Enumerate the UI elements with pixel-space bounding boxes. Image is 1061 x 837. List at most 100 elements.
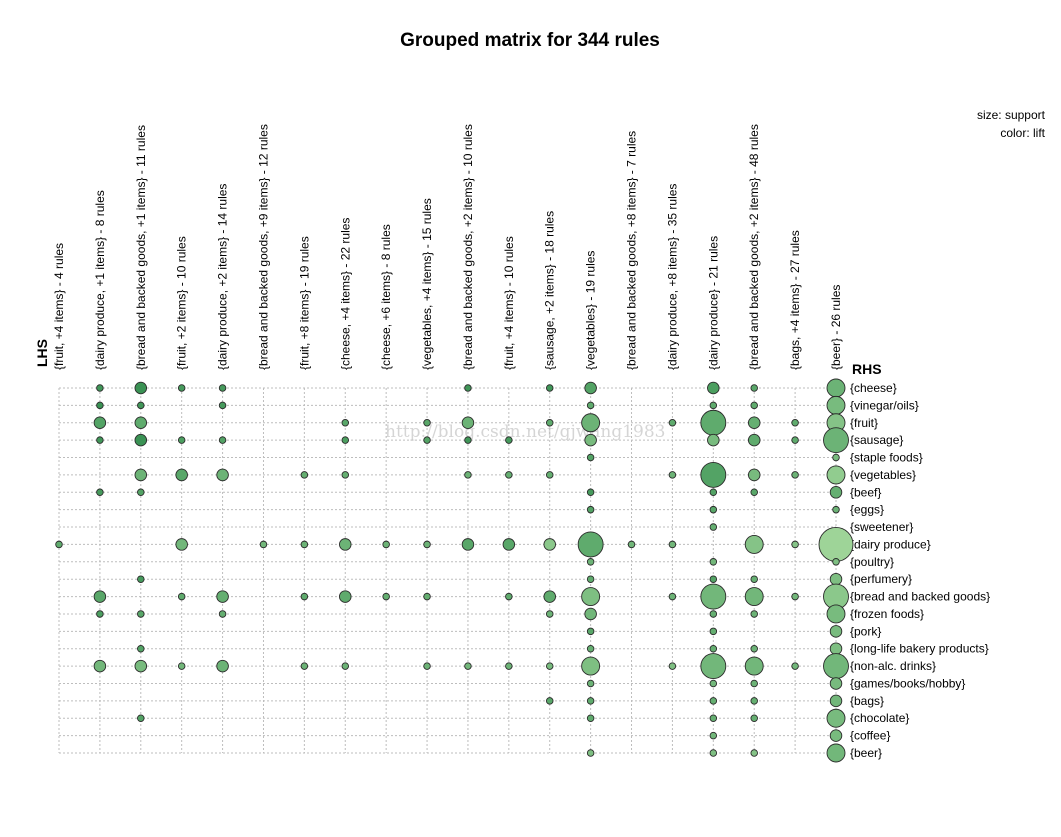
rule-bubble xyxy=(259,540,268,549)
rule-bubble xyxy=(339,538,352,551)
rule-bubble xyxy=(137,401,145,410)
lhs-group-label: {bread and backed goods, +9 items} - 12 … xyxy=(256,124,270,370)
rule-bubble xyxy=(584,381,597,395)
rule-bubble xyxy=(339,590,352,603)
rule-bubble xyxy=(55,540,63,549)
rule-bubble xyxy=(134,381,148,395)
lhs-group-label: {vegetables} - 19 rules xyxy=(584,251,598,370)
rule-bubble xyxy=(505,436,513,444)
rule-bubble xyxy=(709,697,718,705)
rule-bubble xyxy=(826,465,846,485)
rule-bubble xyxy=(709,749,718,757)
rule-bubble xyxy=(823,653,849,680)
rule-bubble xyxy=(707,433,720,447)
rule-bubble xyxy=(137,644,145,653)
lhs-group-labels: {fruit, +4 items} - 4 rules {dairy produc… xyxy=(52,124,843,370)
rule-bubble xyxy=(218,610,227,618)
rule-bubble xyxy=(829,572,843,586)
rule-bubble xyxy=(668,662,677,670)
rule-bubble xyxy=(218,436,227,444)
rule-bubble xyxy=(750,679,758,688)
rule-bubble xyxy=(545,662,554,670)
rule-bubble xyxy=(668,540,677,549)
rule-bubble xyxy=(423,662,431,670)
rule-bubble xyxy=(826,708,846,728)
rule-bubble xyxy=(818,526,854,562)
lhs-group-label: {dairy produce, +2 items} - 14 rules xyxy=(216,184,230,370)
rhs-item-label: {beef} xyxy=(850,485,881,499)
rule-bubble xyxy=(96,384,104,392)
rule-bubble xyxy=(96,436,104,444)
rhs-item-label: {sweetener} xyxy=(850,520,913,534)
rule-bubble xyxy=(750,749,758,757)
rule-bubble xyxy=(750,697,758,705)
rule-bubble xyxy=(832,453,840,462)
lhs-group-label: {fruit, +4 items} - 4 rules xyxy=(52,243,66,370)
rule-bubble xyxy=(505,662,513,670)
rule-bubble xyxy=(300,662,309,670)
rule-bubble xyxy=(464,471,472,479)
rule-bubble xyxy=(177,662,186,670)
lhs-group-label: {dairy produce, +1 items} - 8 rules xyxy=(93,190,107,370)
rule-bubble xyxy=(750,714,758,722)
rule-bubble xyxy=(134,468,148,482)
rule-bubble xyxy=(545,471,554,479)
rule-bubble xyxy=(700,583,727,610)
rhs-item-label: {vinegar/oils} xyxy=(850,398,919,412)
rule-bubble xyxy=(709,627,718,636)
rule-bubble xyxy=(586,679,595,688)
rule-bubble xyxy=(627,540,636,549)
chart-title: Grouped matrix for 344 rules xyxy=(400,30,660,51)
lhs-group-label: {bread and backed goods, +2 items} - 48 … xyxy=(747,124,761,370)
rule-bubble xyxy=(750,401,758,410)
rule-bubbles xyxy=(55,378,854,763)
rule-bubble xyxy=(668,592,677,601)
lhs-group-label: {beer} - 26 rules xyxy=(829,285,843,370)
rule-bubble xyxy=(586,488,595,497)
rule-bubble xyxy=(137,488,145,497)
rule-bubble xyxy=(96,610,104,618)
rule-bubble xyxy=(577,531,604,558)
lhs-group-label: {dairy produce} - 21 rules xyxy=(706,236,720,370)
rhs-item-label: {cheese} xyxy=(850,381,897,395)
rhs-item-label: {frozen foods} xyxy=(850,607,924,621)
rule-bubble xyxy=(177,436,186,444)
rule-bubble xyxy=(700,461,727,488)
rule-bubble xyxy=(586,714,595,722)
rule-bubble xyxy=(709,505,718,514)
lhs-group-label: {fruit, +4 items} - 10 rules xyxy=(502,236,516,370)
legend-color-label: color: lift xyxy=(1000,126,1045,140)
rule-bubble xyxy=(545,697,554,705)
rule-bubble xyxy=(700,653,727,680)
rule-bubble xyxy=(341,662,350,670)
lhs-group-label: {dairy produce, +8 items} - 35 rules xyxy=(665,184,679,370)
rule-bubble xyxy=(747,468,761,482)
lhs-group-label: {fruit, +2 items} - 10 rules xyxy=(175,236,189,370)
rule-bubble xyxy=(832,505,840,514)
rhs-item-label: {non-alc. drinks} xyxy=(850,659,936,673)
rule-bubble xyxy=(826,604,846,624)
rhs-item-label: {pork} xyxy=(850,624,881,638)
rule-bubble xyxy=(707,381,720,395)
rule-bubble xyxy=(545,419,554,427)
lhs-group-label: {vegetables, +4 items} - 15 rules xyxy=(420,198,434,370)
rule-bubble xyxy=(826,378,846,398)
rule-bubble xyxy=(96,401,104,410)
rule-bubble xyxy=(586,558,595,566)
rule-bubble xyxy=(96,488,104,497)
rule-bubble xyxy=(829,486,843,499)
rule-bubble xyxy=(829,677,843,690)
rule-bubble xyxy=(750,575,758,583)
rule-bubble xyxy=(586,453,595,462)
rhs-item-label: {perfumery} xyxy=(850,572,912,586)
rule-bubble xyxy=(502,538,516,551)
rule-bubble xyxy=(709,679,718,688)
rule-bubble xyxy=(791,592,799,601)
rule-bubble xyxy=(137,575,145,583)
rule-bubble xyxy=(137,714,145,722)
rule-bubble xyxy=(134,659,148,673)
rule-bubble xyxy=(709,488,718,497)
lhs-group-label: {fruit, +8 items} - 19 rules xyxy=(297,236,311,370)
rule-bubble xyxy=(709,575,718,583)
rule-bubble xyxy=(829,625,843,638)
